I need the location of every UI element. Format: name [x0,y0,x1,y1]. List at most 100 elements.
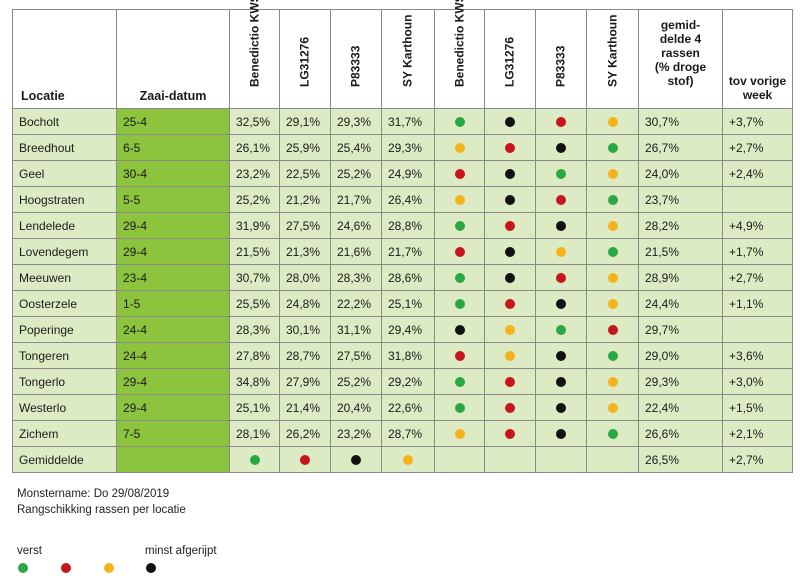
rank-dot-black [556,143,566,154]
header-average-line: (% droge [654,60,707,74]
average-cell: 28,9% [638,264,723,291]
rank-dot-red [505,221,515,232]
table-row: Lovendegem 29-4 21,5% 21,3% 21,6% 21,7% 21,5% +… [12,238,793,265]
header-value-lg31276-label: LG31276 [297,36,312,87]
rank-cell [434,160,485,187]
dry-matter-cell: 22,2% [330,290,382,317]
prev-week-cell: +1,5% [722,394,793,421]
dry-matter-cell: 29,3% [330,108,382,135]
header-row: Locatie Zaai-datum Benedictio KWS LG3127… [12,0,793,109]
table-row: Tongeren 24-4 27,8% 28,7% 27,5% 31,8% 29,0% +3,… [12,342,793,369]
rank-dot-red [454,351,465,362]
rank-cell [484,316,536,343]
dry-matter-cell: 26,2% [279,420,331,447]
rank-dot-red [454,169,465,180]
header-average-line: stof) [667,74,694,88]
sowing-date-cell: 24-4 [116,316,230,343]
header-rank-benedictio-label: Benedictio KWS [452,0,466,87]
rank-cell [535,238,587,265]
rank-cell [535,290,587,317]
rank-dot-yellow [607,221,618,232]
rank-cell [586,290,639,317]
legend-dot-red [61,563,71,573]
header-rank-benedictio: Benedictio KWS [434,0,485,109]
header-rank-p83333: P83333 [535,9,587,109]
average-cell: 29,3% [638,368,723,395]
header-location: Locatie [12,9,117,109]
dry-matter-cell: 27,8% [229,342,280,369]
rank-cell [535,342,587,369]
dry-matter-cell: 30,7% [229,264,280,291]
rank-cell [229,446,280,473]
sowing-date-cell: 29-4 [116,368,230,395]
rank-cell [434,212,485,239]
rank-cell [535,316,587,343]
location-cell: Lendelede [12,212,117,239]
rank-cell [434,108,485,135]
table-row: Oosterzele 1-5 25,5% 24,8% 22,2% 25,1% 24,4% +1… [12,290,793,317]
dry-matter-cell: 32,5% [229,108,280,135]
location-cell: Oosterzele [12,290,117,317]
dry-matter-cell: 22,6% [381,394,435,421]
location-cell: Hoogstraten [12,186,117,213]
dry-matter-cell: 23,2% [330,420,382,447]
average-cell: 26,7% [638,134,723,161]
rank-cell [434,420,485,447]
header-value-benedictio-label: Benedictio KWS [247,0,261,87]
rank-cell [535,420,587,447]
dry-matter-cell: 22,5% [279,160,331,187]
rank-cell [434,394,485,421]
rank-cell [586,342,639,369]
rank-dot-black [556,403,566,414]
table-row: Poperinge 24-4 28,3% 30,1% 31,1% 29,4% 29,7% [12,316,793,343]
prev-week-cell: +1,1% [722,290,793,317]
dry-matter-cell: 27,5% [330,342,382,369]
header-value-karthoun: SY Karthoun [381,9,435,109]
rank-cell [484,108,536,135]
rank-dot-green [607,429,618,440]
location-cell: Geel [12,160,117,187]
ripeness-table: Locatie Zaai-datum Benedictio KWS LG3127… [12,0,793,473]
dry-matter-cell: 28,8% [381,212,435,239]
prev-week-cell: +2,4% [722,160,793,187]
dry-matter-cell: 29,4% [381,316,435,343]
rank-dot-black [505,247,515,258]
rank-dot-black [556,351,566,362]
dry-matter-cell: 25,1% [381,290,435,317]
dry-matter-cell: 25,9% [279,134,331,161]
rank-cell [434,342,485,369]
empty-cell [484,446,536,473]
average-cell: 24,0% [638,160,723,187]
prev-week-cell: +2,7% [722,264,793,291]
rank-cell [586,420,639,447]
location-cell: Bocholt [12,108,117,135]
rank-cell [484,394,536,421]
sowing-date-cell [116,446,230,473]
dry-matter-cell: 23,2% [229,160,280,187]
dry-matter-cell: 28,0% [279,264,331,291]
average-cell: 26,6% [638,420,723,447]
table-row: Meeuwen 23-4 30,7% 28,0% 28,3% 28,6% 28,9% +2,7… [12,264,793,291]
average-cell: 30,7% [638,108,723,135]
dry-matter-cell: 21,5% [229,238,280,265]
dry-matter-cell: 34,8% [229,368,280,395]
prev-week-cell [722,316,793,343]
rank-dot-green [454,117,465,128]
header-rank-lg31276-label: LG31276 [502,36,517,87]
header-rank-karthoun: SY Karthoun [586,9,639,109]
rank-cell [586,316,639,343]
rank-cell [484,264,536,291]
rank-cell [434,264,485,291]
rank-cell [434,186,485,213]
dry-matter-cell: 28,3% [229,316,280,343]
legend-dot-green [18,563,28,573]
rank-dot-yellow [607,299,618,310]
dry-matter-cell: 21,7% [381,238,435,265]
dry-matter-cell: 24,9% [381,160,435,187]
rank-cell [279,446,331,473]
average-cell: 24,4% [638,290,723,317]
rank-cell [535,134,587,161]
dry-matter-cell: 30,1% [279,316,331,343]
rank-cell [484,212,536,239]
header-average-line: gemid- [660,18,701,32]
